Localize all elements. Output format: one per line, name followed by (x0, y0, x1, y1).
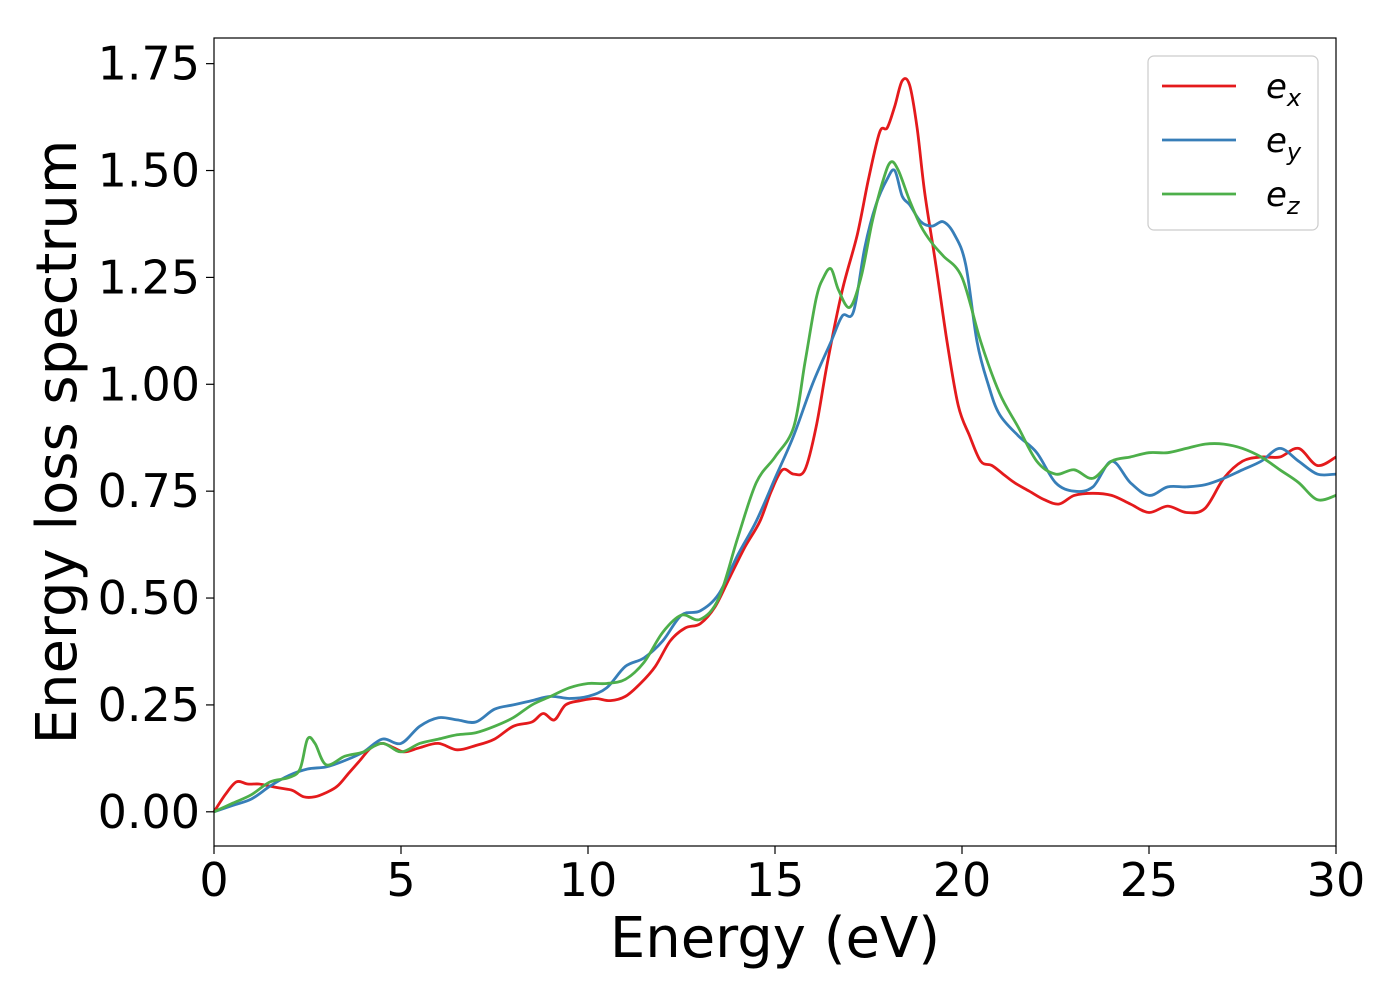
y-tick-label: 1.75 (98, 37, 200, 91)
x-axis-label: Energy (eV) (610, 906, 940, 971)
y-tick-label: 1.50 (98, 144, 200, 198)
x-tick-label: 10 (559, 853, 618, 907)
x-tick-label: 15 (746, 853, 805, 907)
legend-box (1147, 55, 1319, 231)
x-tick-label: 0 (199, 853, 228, 907)
y-tick-label: 0.00 (98, 785, 200, 839)
y-axis: 0.00 0.25 0.50 0.75 1.00 1.25 1.50 1.75 (98, 37, 214, 839)
x-tick-label: 30 (1307, 853, 1366, 907)
x-tick-label: 20 (933, 853, 992, 907)
y-tick-label: 1.00 (98, 357, 200, 411)
series-line-z (213, 160, 1337, 814)
y-axis-label: Energy loss spectrum (25, 140, 90, 745)
y-tick-label: 0.25 (98, 678, 200, 732)
plot-frame (213, 37, 1337, 847)
legend-label: ey (1266, 121, 1302, 166)
y-tick-label: 1.25 (98, 250, 200, 304)
y-tick-label: 0.75 (98, 464, 200, 518)
x-tick-label: 25 (1120, 853, 1179, 907)
x-axis: 0 5 10 15 20 25 30 (199, 846, 1365, 907)
data-lines (212, 77, 1337, 814)
series-line-y (213, 168, 1337, 814)
y-tick-label: 0.50 (98, 571, 200, 625)
x-tick-label: 5 (386, 853, 415, 907)
